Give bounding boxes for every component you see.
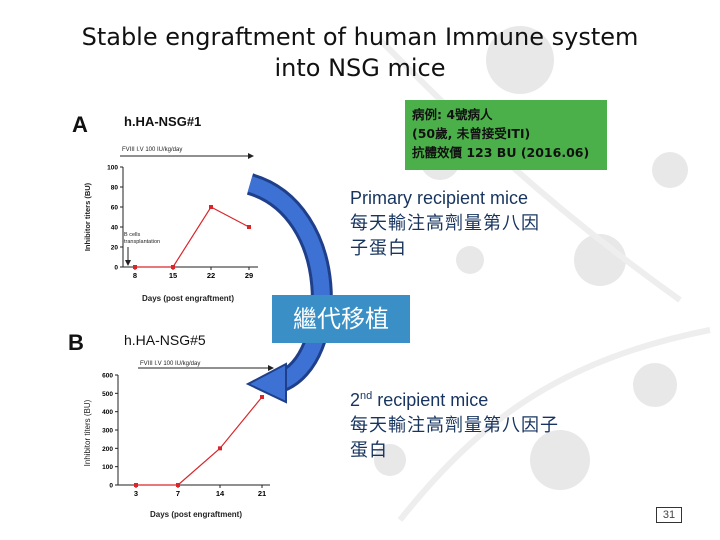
patient-info-line-3: 抗體效價 123 BU (2016.06) (412, 145, 590, 160)
primary-recipient-en: Primary recipient mice (350, 188, 529, 208)
y-axis-title: Inhibitor titers (BU) (83, 182, 92, 251)
panel-a-label: h.HA-NSG#1 (124, 114, 202, 129)
annotation-line-1: B cells (124, 232, 140, 238)
chart-b: FVIII I.V 100 IU/kg/day 0 100 200 300 400 500… (83, 361, 274, 519)
transfer-label: 繼代移植 (272, 295, 410, 343)
y-tick-label: 0 (114, 265, 118, 272)
data-point (176, 483, 180, 487)
page-number: 31 (656, 507, 682, 523)
data-point (171, 265, 175, 269)
x-axis-title: Days (post engraftment) (142, 294, 234, 303)
data-point (209, 205, 213, 209)
annotation-arrow-head (125, 260, 131, 266)
x-tick-label: 7 (176, 489, 180, 498)
panel-a-letter: A (72, 112, 88, 137)
y-tick-label: 60 (111, 205, 119, 212)
treatment-arrow-label: FVIII I.V 100 IU/kg/day (122, 147, 182, 153)
patient-info-line-2: (50歲, 未曾接受ITI) (412, 126, 531, 141)
y-tick-label: 500 (102, 391, 113, 398)
series-line (135, 206, 250, 268)
treatment-arrow-head (268, 365, 274, 371)
y-axis-title: Inhibitor titers (BU) (83, 399, 92, 466)
title-line-1: Stable engraftment of human Immune syste… (81, 23, 639, 51)
transfer-arrow (245, 173, 333, 404)
treatment-arrow-head (248, 153, 254, 159)
data-point (134, 483, 138, 487)
x-tick-label: 15 (169, 271, 177, 280)
y-tick-label: 200 (102, 446, 113, 453)
y-tick-label: 400 (102, 409, 113, 416)
x-tick-label: 22 (207, 271, 215, 280)
x-tick-label: 3 (134, 489, 138, 498)
x-tick-label: 14 (216, 489, 225, 498)
patient-info-line-1: 病例: 4號病人 (412, 107, 493, 122)
x-axis-title: Days (post engraftment) (150, 510, 242, 519)
patient-info-box: 病例: 4號病人 (50歲, 未曾接受ITI) 抗體效價 123 BU (201… (405, 100, 607, 170)
data-point (247, 225, 251, 229)
title-line-2: into NSG mice (274, 54, 446, 82)
panel-b-letter: B (68, 330, 84, 355)
y-tick-label: 100 (102, 464, 113, 471)
second-recipient-en: 2nd recipient mice (350, 384, 559, 413)
primary-recipient-text: Primary recipient mice 每天輸注高劑量第八因 子蛋白 (350, 186, 540, 261)
chart-a: FVIII I.V 100 IU/kg/day 0 20 40 60 80 100 8 15… (83, 147, 258, 303)
x-tick-label: 21 (258, 489, 266, 498)
annotation-line-2: transplantation (124, 239, 160, 245)
y-tick-label: 300 (102, 428, 113, 435)
panel-b-label: h.HA-NSG#5 (124, 332, 206, 348)
second-recipient-text: 2nd recipient mice 每天輸注高劑量第八因子 蛋白 (350, 384, 559, 463)
x-tick-label: 8 (133, 271, 137, 280)
second-recipient-rest: recipient mice (372, 390, 489, 410)
data-point (133, 265, 137, 269)
y-tick-label: 100 (107, 165, 118, 172)
y-tick-label: 20 (111, 245, 119, 252)
treatment-arrow-label: FVIII I.V 100 IU/kg/day (140, 361, 200, 367)
y-tick-label: 0 (109, 483, 113, 490)
primary-recipient-zh-1: 每天輸注高劑量第八因 (350, 213, 540, 234)
data-point (218, 446, 222, 451)
y-tick-label: 40 (111, 225, 119, 232)
second-recipient-sup: nd (360, 390, 373, 402)
primary-recipient-zh-2: 子蛋白 (350, 238, 407, 259)
x-tick-label: 29 (245, 271, 253, 280)
y-tick-label: 600 (102, 373, 113, 380)
second-recipient-zh-2: 蛋白 (350, 440, 388, 461)
data-point (260, 395, 264, 399)
slide-title: Stable engraftment of human Immune syste… (60, 22, 660, 84)
second-recipient-zh-1: 每天輸注高劑量第八因子 (350, 415, 559, 436)
second-recipient-num: 2 (350, 390, 361, 410)
series-line (136, 396, 263, 486)
y-tick-label: 80 (111, 185, 119, 192)
